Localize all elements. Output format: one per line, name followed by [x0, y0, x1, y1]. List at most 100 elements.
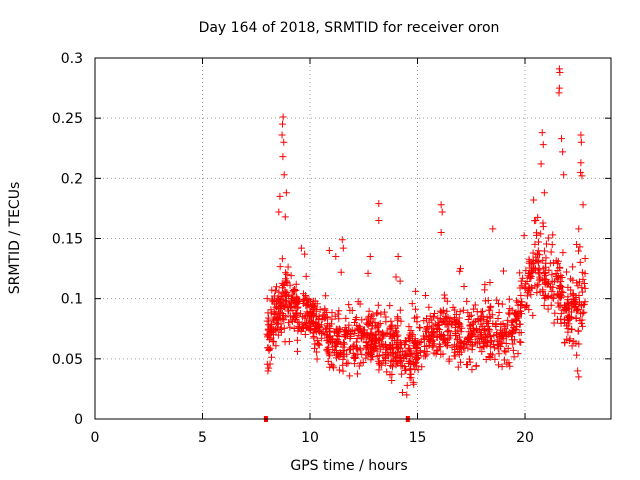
data-point: [363, 315, 371, 323]
data-point: [280, 324, 288, 332]
data-point: [267, 309, 275, 317]
data-point: [560, 171, 568, 179]
data-point: [578, 288, 586, 296]
data-point: [529, 249, 537, 257]
data-point: [548, 287, 556, 295]
data-point: [551, 309, 559, 317]
data-point: [402, 351, 410, 359]
data-point: [465, 355, 473, 363]
data-point: [293, 318, 301, 326]
data-point: [278, 120, 286, 128]
data-point: [266, 326, 274, 334]
data-point: [564, 283, 572, 291]
data-point: [556, 68, 564, 76]
x-axis-label: GPS time / hours: [290, 458, 407, 474]
data-point: [380, 330, 388, 338]
data-point: [346, 306, 354, 314]
data-point: [537, 160, 545, 168]
data-point: [477, 317, 485, 325]
data-point: [346, 334, 354, 342]
data-point: [561, 304, 569, 312]
data-point: [554, 315, 562, 323]
data-point: [351, 354, 359, 362]
data-point: [314, 320, 322, 328]
data-point: [287, 272, 295, 280]
data-point: [505, 295, 513, 303]
data-point: [534, 281, 542, 289]
data-point: [324, 343, 332, 351]
data-point: [539, 223, 547, 231]
data-point: [282, 189, 290, 197]
data-point: [326, 324, 334, 332]
data-point: [425, 318, 433, 326]
data-point: [563, 322, 571, 330]
data-point: [281, 213, 289, 221]
data-point: [512, 309, 520, 317]
data-point: [375, 336, 383, 344]
data-point: [470, 305, 478, 313]
data-point: [510, 327, 518, 335]
data-point: [463, 361, 471, 369]
data-point: [516, 269, 524, 277]
data-point: [450, 341, 458, 349]
data-point: [360, 333, 368, 341]
data-point: [558, 292, 566, 300]
data-point: [352, 338, 360, 346]
data-point: [579, 275, 587, 283]
data-point: [321, 325, 329, 333]
data-point: [345, 321, 353, 329]
data-point: [525, 306, 533, 314]
data-point: [555, 89, 563, 97]
data-point: [297, 244, 305, 252]
data-point: [428, 343, 436, 351]
data-point: [504, 330, 512, 338]
data-point: [516, 307, 524, 315]
data-point: [370, 343, 378, 351]
data-point: [375, 200, 383, 208]
data-point: [442, 320, 450, 328]
data-point: [355, 322, 363, 330]
y-tick-label: 0.15: [52, 232, 83, 248]
data-point: [294, 347, 302, 355]
data-point: [414, 366, 422, 374]
data-point: [425, 303, 433, 311]
data-point: [379, 340, 387, 348]
data-point: [418, 363, 426, 371]
data-point: [422, 292, 430, 300]
data-points: [263, 65, 589, 422]
data-point: [279, 153, 287, 161]
data-point: [338, 236, 346, 244]
data-point: [573, 351, 581, 359]
data-point: [303, 323, 311, 331]
data-point: [397, 317, 405, 325]
data-point: [561, 339, 569, 347]
data-point: [532, 229, 540, 237]
data-point: [547, 248, 555, 256]
data-point: [270, 338, 278, 346]
data-point: [364, 349, 372, 357]
data-point: [443, 339, 451, 347]
data-point: [439, 317, 447, 325]
data-point: [290, 325, 298, 333]
data-point: [321, 305, 329, 313]
data-point: [516, 320, 524, 328]
data-point: [483, 341, 491, 349]
data-point: [509, 340, 517, 348]
data-point: [283, 289, 291, 297]
data-point: [382, 313, 390, 321]
data-point: [265, 336, 273, 344]
data-point: [371, 318, 379, 326]
data-point: [430, 309, 438, 317]
data-point: [422, 327, 430, 335]
data-point: [509, 346, 517, 354]
data-point: [434, 314, 442, 322]
data-point: [339, 244, 347, 252]
data-point: [458, 324, 466, 332]
data-point: [564, 296, 572, 304]
data-point: [340, 340, 348, 348]
data-point: [454, 319, 462, 327]
data-point: [454, 347, 462, 355]
data-point: [573, 279, 581, 287]
data-point: [514, 298, 522, 306]
data-point: [472, 362, 480, 370]
